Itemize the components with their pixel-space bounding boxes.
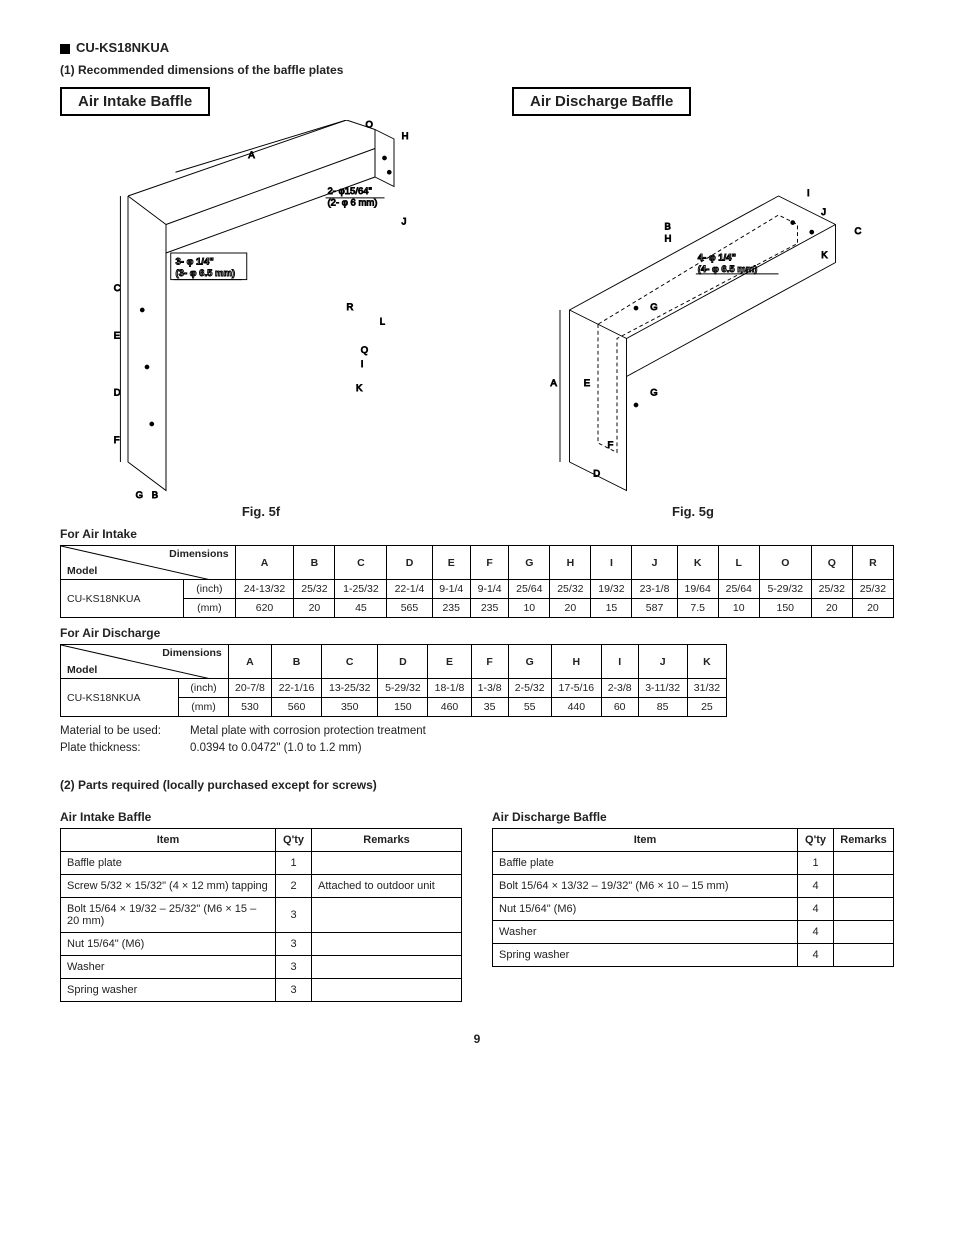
- svg-text:D: D: [593, 468, 600, 479]
- col-D: D: [387, 546, 432, 580]
- col-K: K: [677, 546, 718, 580]
- parts-discharge-title: Air Discharge Baffle: [492, 810, 894, 824]
- intake-diagram: Air Intake Baffle A O H J: [60, 87, 462, 519]
- intake-svg: A O H J 2- φ15/64" (2- φ 6 mm) C E D F: [60, 120, 462, 500]
- table-row: Bolt 15/64 × 13/32 – 19/32" (M6 × 10 – 1…: [493, 874, 894, 897]
- svg-text:C: C: [855, 226, 862, 237]
- section2-title: (2) Parts required (locally purchased ex…: [60, 778, 894, 792]
- col-O: O: [759, 546, 811, 580]
- col-B: B: [294, 546, 335, 580]
- dim-model-header: Dimensions Model: [61, 645, 229, 679]
- svg-text:C: C: [114, 283, 121, 294]
- col-G: G: [509, 546, 550, 580]
- col-L: L: [718, 546, 759, 580]
- svg-text:G: G: [650, 302, 657, 313]
- model-cell: CU-KS18NKUA: [61, 679, 179, 717]
- discharge-dimensions-table: Dimensions Model ABCDEFGHIJK CU-KS18NKUA…: [60, 644, 727, 717]
- discharge-svg: B H I J C K G G A E F D 4- φ 1/4" (4- φ …: [492, 120, 894, 500]
- col-E: E: [432, 546, 470, 580]
- parts-intake-col: Air Intake Baffle ItemQ'tyRemarks Baffle…: [60, 802, 462, 1002]
- table-row: Baffle plate1: [61, 851, 462, 874]
- page-number: 9: [60, 1032, 894, 1046]
- table-row: Nut 15/64" (M6)4: [493, 897, 894, 920]
- svg-text:B: B: [665, 221, 671, 232]
- parts-intake-table: ItemQ'tyRemarks Baffle plate1 Screw 5/32…: [60, 828, 462, 1002]
- dim-model-header: Dimensions Model: [61, 546, 236, 580]
- table-row: Washer3: [61, 955, 462, 978]
- unit-inch: (inch): [184, 580, 235, 599]
- diagrams-row: Air Intake Baffle A O H J: [60, 87, 894, 519]
- fig-intake-caption: Fig. 5f: [60, 504, 462, 519]
- svg-text:I: I: [361, 359, 364, 370]
- svg-text:G: G: [650, 388, 657, 399]
- svg-text:K: K: [356, 383, 363, 394]
- table-row: Bolt 15/64 × 19/32 – 25/32" (M6 × 15 – 2…: [61, 897, 462, 932]
- svg-text:G: G: [136, 490, 143, 500]
- svg-text:O: O: [366, 120, 373, 131]
- svg-text:(2- φ 6 mm): (2- φ 6 mm): [328, 198, 378, 209]
- table-row: Spring washer3: [61, 978, 462, 1001]
- col-A: A: [235, 546, 294, 580]
- table-row: Baffle plate1: [493, 851, 894, 874]
- unit-mm: (mm): [184, 599, 235, 618]
- svg-text:F: F: [114, 435, 120, 446]
- svg-text:J: J: [402, 217, 407, 228]
- col-H: H: [550, 546, 591, 580]
- table-row: Spring washer4: [493, 943, 894, 966]
- discharge-diagram: Air Discharge Baffle B H I J C: [492, 87, 894, 519]
- intake-table-head: For Air Intake: [60, 527, 894, 541]
- svg-text:B: B: [152, 490, 158, 500]
- col-R: R: [852, 546, 893, 580]
- svg-text:F: F: [608, 440, 614, 451]
- col-Q: Q: [811, 546, 852, 580]
- thickness-value: 0.0394 to 0.0472" (1.0 to 1.2 mm): [190, 740, 362, 757]
- discharge-table-head: For Air Discharge: [60, 626, 894, 640]
- svg-text:(3- φ 6.5 mm): (3- φ 6.5 mm): [176, 268, 236, 279]
- table-row: CU-KS18NKUA (inch) 20-7/822-1/1613-25/32…: [61, 679, 727, 698]
- col-C: C: [335, 546, 387, 580]
- col-F: F: [470, 546, 508, 580]
- svg-text:A: A: [551, 378, 558, 389]
- svg-text:2- φ15/64": 2- φ15/64": [328, 186, 372, 197]
- model-cell: CU-KS18NKUA: [61, 580, 184, 618]
- fig-discharge-caption: Fig. 5g: [492, 504, 894, 519]
- section1-title: (1) Recommended dimensions of the baffle…: [60, 63, 894, 77]
- svg-text:D: D: [114, 388, 121, 399]
- svg-text:E: E: [114, 331, 120, 342]
- material-notes: Material to be used:Metal plate with cor…: [60, 723, 894, 758]
- col-I: I: [591, 546, 632, 580]
- thickness-label: Plate thickness:: [60, 740, 190, 757]
- intake-label-box: Air Intake Baffle: [60, 87, 210, 116]
- svg-text:E: E: [584, 378, 590, 389]
- svg-text:3- φ 1/4": 3- φ 1/4": [176, 256, 214, 267]
- svg-text:4- φ 1/4": 4- φ 1/4": [698, 253, 736, 264]
- svg-text:I: I: [807, 188, 810, 199]
- intake-dimensions-table: Dimensions Model A B C D E F G H I J K L…: [60, 545, 894, 618]
- svg-text:R: R: [347, 302, 354, 313]
- table-row: Screw 5/32 × 15/32" (4 × 12 mm) tapping2…: [61, 874, 462, 897]
- table-row: (mm) 62020455652352351020155877.51015020…: [61, 599, 894, 618]
- model-header: CU-KS18NKUA: [60, 40, 894, 55]
- table-row: CU-KS18NKUA (inch) 24-13/3225/321-25/322…: [61, 580, 894, 599]
- parts-discharge-table: ItemQ'tyRemarks Baffle plate1 Bolt 15/64…: [492, 828, 894, 967]
- svg-text:Q: Q: [361, 345, 368, 356]
- col-J: J: [632, 546, 677, 580]
- svg-text:H: H: [402, 131, 409, 142]
- material-value: Metal plate with corrosion protection tr…: [190, 723, 426, 740]
- svg-text:A: A: [248, 150, 255, 161]
- parts-row: Air Intake Baffle ItemQ'tyRemarks Baffle…: [60, 802, 894, 1002]
- svg-text:J: J: [821, 207, 826, 218]
- bullet-square: [60, 44, 70, 54]
- parts-intake-title: Air Intake Baffle: [60, 810, 462, 824]
- table-row: Nut 15/64" (M6)3: [61, 932, 462, 955]
- model-code: CU-KS18NKUA: [76, 40, 169, 55]
- svg-text:H: H: [665, 234, 672, 245]
- svg-text:K: K: [821, 250, 828, 261]
- svg-text:L: L: [380, 316, 385, 327]
- table-row: Washer4: [493, 920, 894, 943]
- parts-discharge-col: Air Discharge Baffle ItemQ'tyRemarks Baf…: [492, 802, 894, 1002]
- material-label: Material to be used:: [60, 723, 190, 740]
- discharge-label-box: Air Discharge Baffle: [512, 87, 691, 116]
- svg-text:(4- φ 6.5 mm): (4- φ 6.5 mm): [698, 264, 758, 275]
